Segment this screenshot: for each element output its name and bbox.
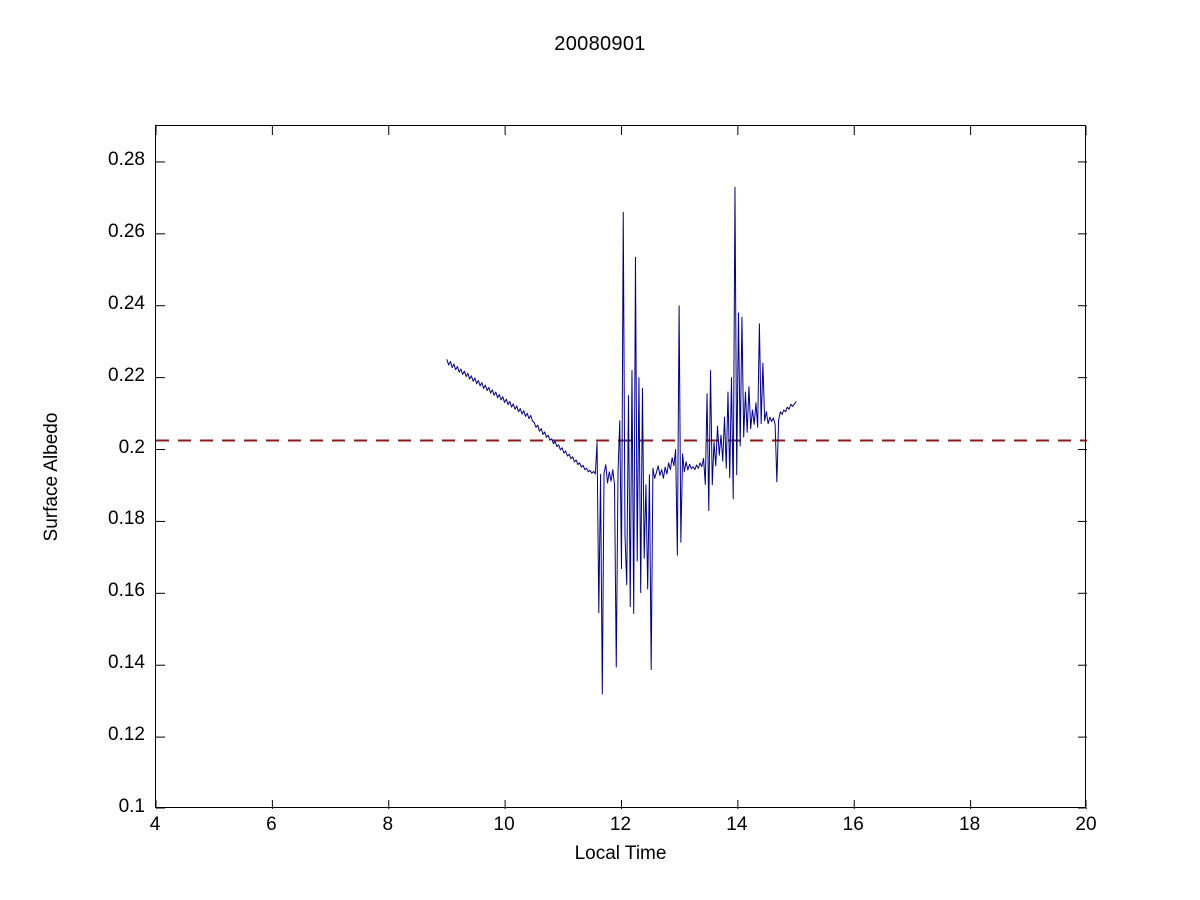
y-tick-label: 0.16 bbox=[108, 580, 145, 602]
x-tick-label: 14 bbox=[726, 814, 748, 835]
x-tick-label: 8 bbox=[382, 814, 394, 835]
x-axis-label: Local Time bbox=[574, 843, 667, 864]
plot-area bbox=[155, 125, 1087, 809]
y-tick-label: 0.2 bbox=[118, 436, 145, 458]
y-tick-label: 0.26 bbox=[108, 220, 145, 242]
x-tick-label: 6 bbox=[266, 814, 277, 835]
y-tick-label: 0.28 bbox=[108, 148, 145, 170]
y-tick-label: 0.18 bbox=[108, 508, 145, 530]
y-axis-label: Surface Albedo bbox=[41, 412, 62, 542]
data-series-group bbox=[446, 186, 797, 695]
x-tick-label: 16 bbox=[842, 814, 864, 835]
x-tick-label: 18 bbox=[959, 814, 981, 835]
plot-svg bbox=[156, 126, 1087, 809]
x-tick-label: 10 bbox=[493, 814, 515, 835]
x-tick-label: 4 bbox=[149, 814, 161, 835]
y-tick-label: 0.14 bbox=[108, 652, 145, 674]
x-tick-label: 20 bbox=[1075, 814, 1097, 835]
y-tick-label: 0.1 bbox=[118, 796, 145, 817]
y-tick-label: 0.24 bbox=[108, 292, 145, 314]
series-line-0 bbox=[446, 186, 797, 695]
y-tick-label: 0.12 bbox=[108, 724, 145, 746]
y-tick-label: 0.22 bbox=[108, 364, 145, 386]
y-tick-marks bbox=[156, 161, 1087, 809]
x-tick-label: 12 bbox=[609, 814, 632, 835]
page-title: 20080901 bbox=[554, 33, 646, 55]
x-tick-marks bbox=[156, 126, 1087, 809]
